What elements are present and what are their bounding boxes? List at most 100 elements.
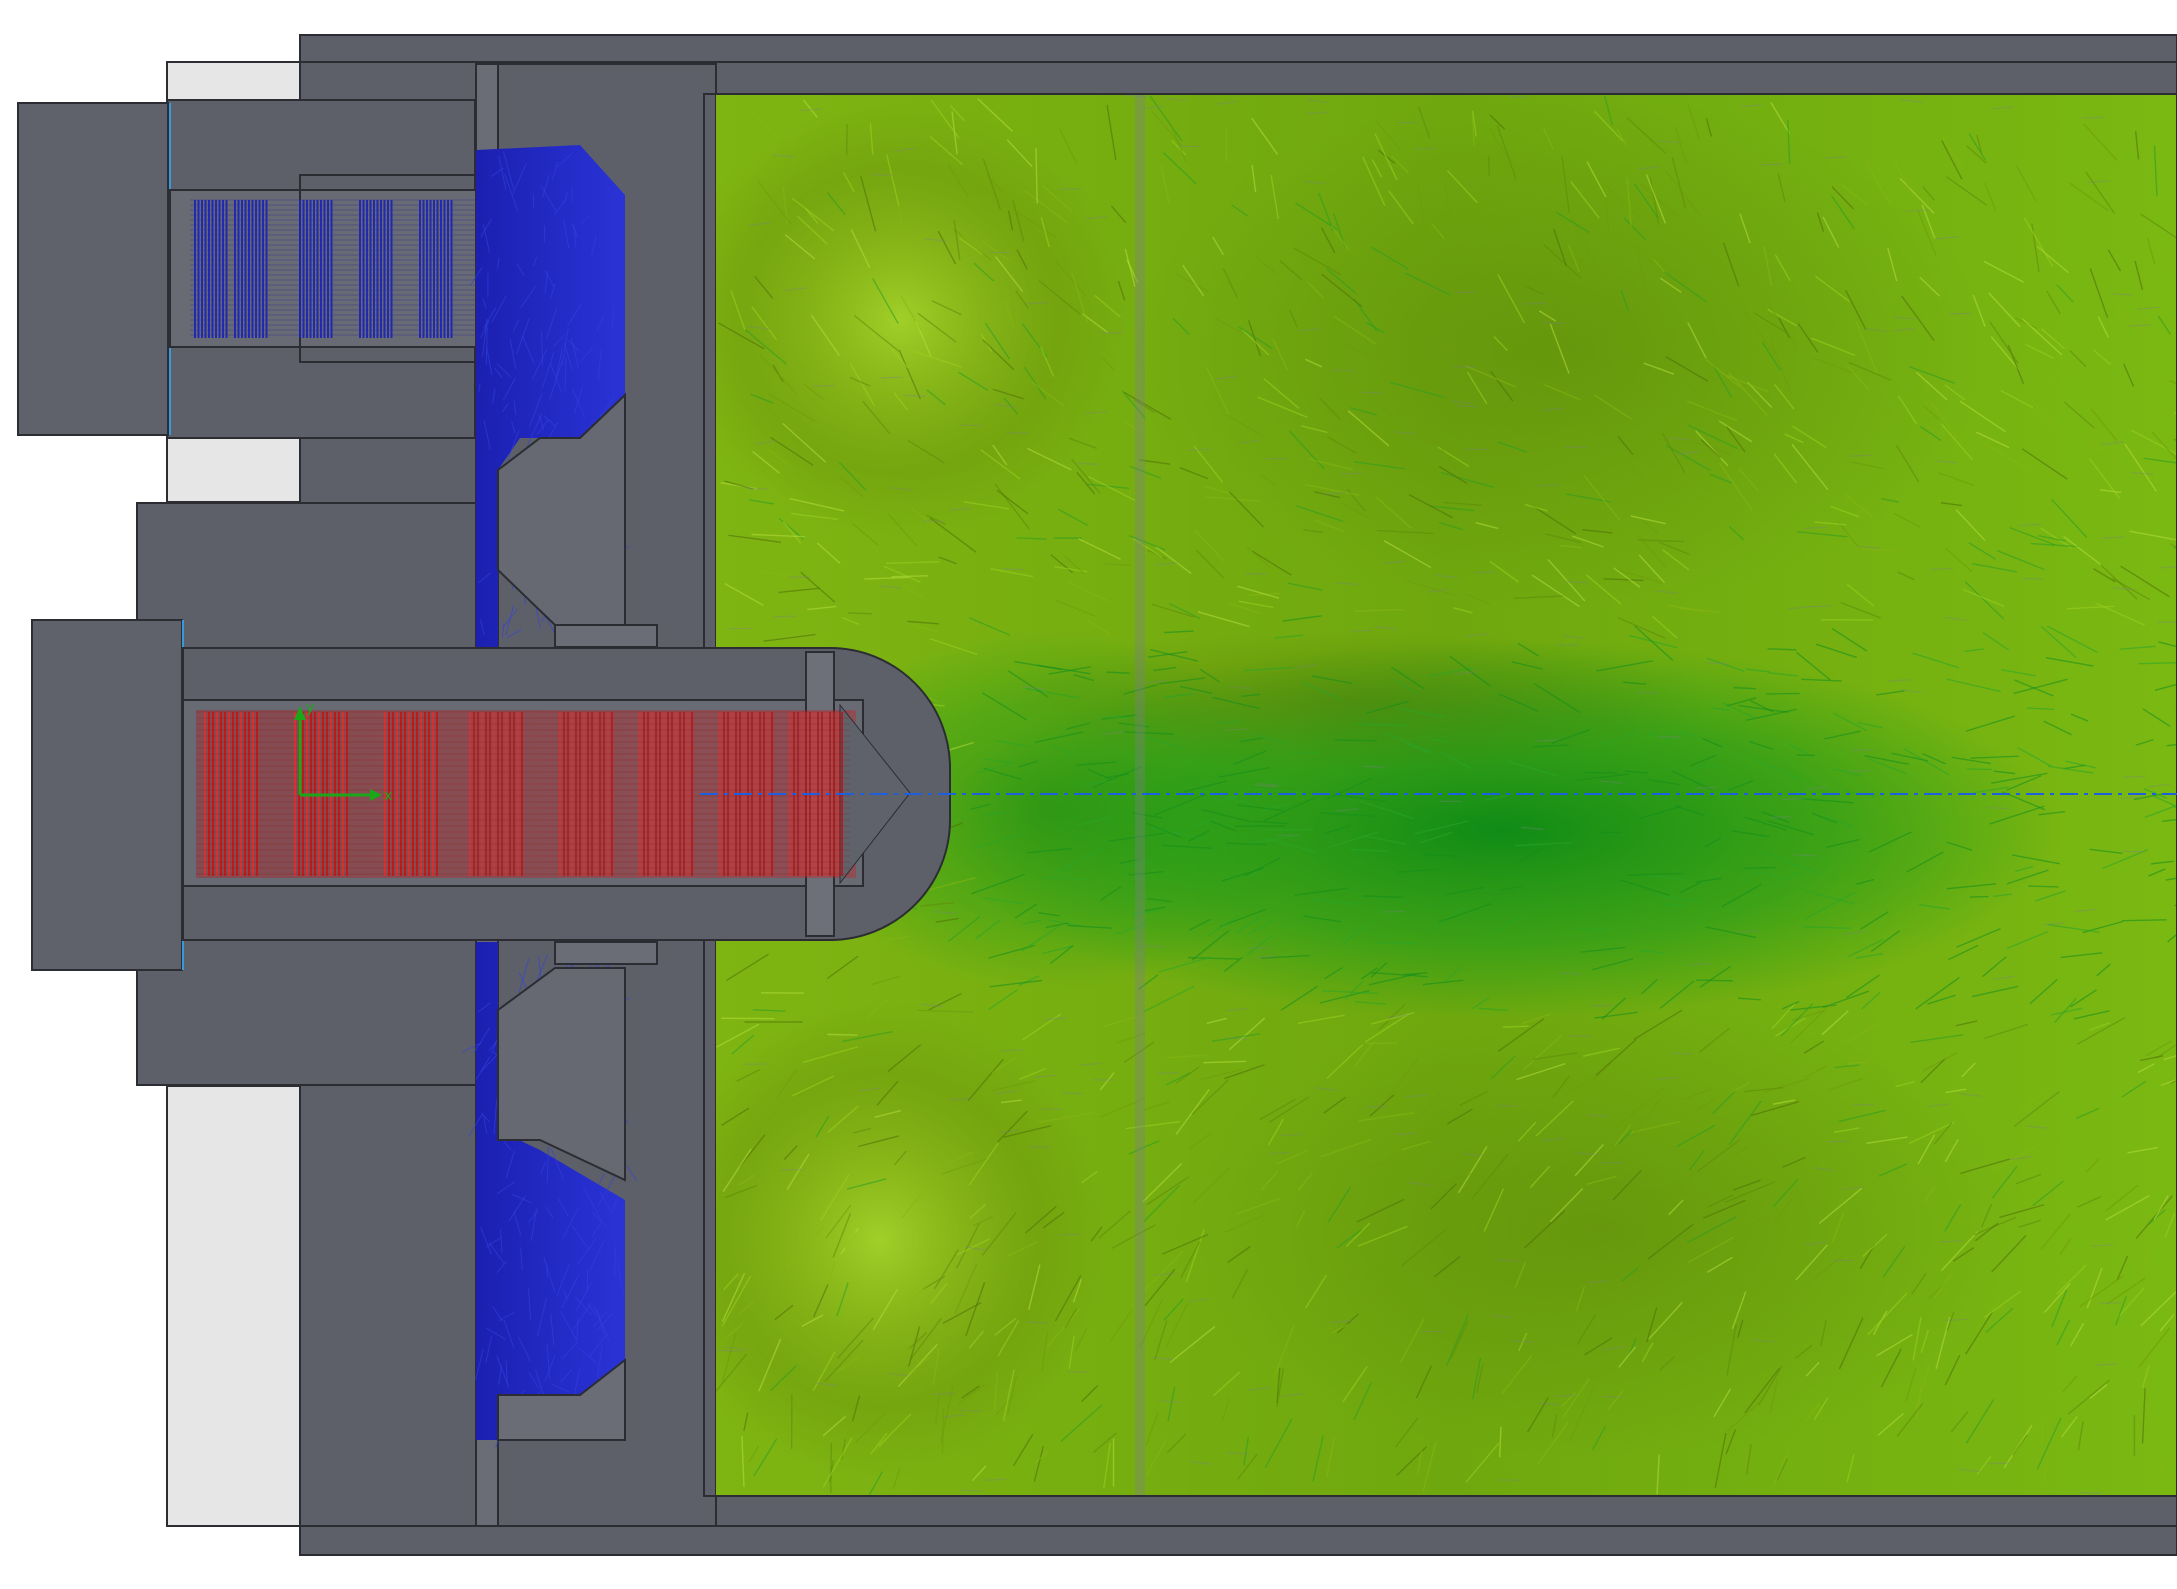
chamber-streamline [1168, 603, 1201, 620]
chamber-streamline [1864, 755, 1909, 765]
chamber-streamline [1974, 1222, 1999, 1242]
chamber-streamline [872, 278, 899, 324]
chamber-gap-streak [870, 173, 893, 176]
cold-streamline [592, 1304, 611, 1342]
chamber-streamline [2060, 952, 2103, 959]
chamber-streamline [1124, 731, 1174, 735]
cold-streamline [462, 1042, 482, 1053]
chamber-streamline [731, 1034, 755, 1055]
cold-streamline [549, 362, 563, 393]
chamber-gap-streak [1753, 1339, 1776, 1343]
chamber-streamline [1618, 1129, 1633, 1145]
chamber-streamline [827, 1033, 858, 1036]
chamber-streamline [2059, 1238, 2071, 1256]
chamber-streamline [1941, 140, 1963, 180]
cold-streamline [563, 342, 573, 371]
chamber-streamline [752, 1008, 786, 1012]
chamber-streamline [1983, 1290, 2021, 1319]
chamber-streamline [1714, 1432, 1727, 1488]
chamber-streamline [1617, 616, 1666, 639]
chamber-streamline [1686, 1215, 1737, 1244]
chamber-streamline [1679, 881, 1701, 894]
chamber-streamline [1551, 1414, 1558, 1438]
chamber-streamline [1092, 1432, 1117, 1454]
chamber-streamline [2167, 933, 2177, 943]
chamber-streamline [1542, 127, 1554, 149]
chamber-gap-streak [1294, 664, 1317, 669]
chamber-streamline [2031, 399, 2054, 427]
chamber-streamline [1331, 1323, 1348, 1334]
chamber-streamline [1132, 812, 1163, 819]
chamber-streamline [1901, 295, 1935, 342]
chamber-streamline [1273, 1324, 1295, 1378]
chamber-streamline [724, 1184, 758, 1199]
chamber-streamline [1778, 317, 1791, 339]
chamber-streamline [836, 1282, 849, 1317]
chamber-streamline [2044, 1283, 2071, 1313]
chamber-streamline [1676, 1124, 1716, 1148]
chamber-streamline [1033, 1445, 1045, 1482]
chamber-streamline [2040, 1213, 2071, 1250]
chamber-streamline [1643, 873, 1691, 882]
chamber-gap-streak [1602, 1395, 1625, 1399]
chamber-streamline [1917, 1134, 1936, 1165]
chamber-streamline [1686, 400, 1738, 422]
chamber-streamline [947, 164, 970, 198]
cold-streamline [496, 362, 511, 378]
chamber-streamline [1123, 391, 1172, 420]
chamber-streamline [1992, 1143, 2041, 1172]
chamber-streamline [1897, 395, 1918, 425]
chamber-streamline [1511, 661, 1543, 670]
chamber-streamline [1018, 760, 1038, 768]
chamber-streamline [1193, 445, 1224, 483]
chamber-streamline [1990, 336, 2019, 370]
chamber-streamline [1046, 1308, 1081, 1348]
chamber-streamline [1876, 1333, 1913, 1357]
chamber-streamline [1522, 1034, 1563, 1071]
chamber-streamline [1353, 1382, 1373, 1421]
chamber-streamline [1617, 436, 1634, 455]
chamber-gap-streak [1949, 312, 1972, 315]
chamber-streamline [1880, 498, 1900, 503]
chamber-streamline [1223, 956, 1244, 973]
chamber-streamline [967, 1058, 1004, 1102]
chamber-streamline [1128, 870, 1164, 876]
chamber-streamline [797, 215, 828, 245]
chamber-streamline [1769, 339, 1792, 393]
chamber-streamline [1985, 1307, 2014, 1334]
chamber-gap-streak [887, 1372, 910, 1377]
chamber-gap-streak [1159, 1399, 1182, 1404]
chamber-gap-streak [890, 487, 913, 491]
cold-streamline [518, 958, 530, 993]
chamber-streamline [1612, 1169, 1642, 1201]
chamber-gap-streak [2147, 783, 2170, 788]
chamber-streamline [1922, 753, 1947, 765]
chamber-streamline [1941, 423, 1974, 461]
chamber-gap-streak [1141, 944, 1164, 948]
chamber-gap-streak [1306, 99, 1329, 104]
chamber-streamline [1933, 1121, 1953, 1145]
chamber-streamline [1490, 1055, 1516, 1080]
chamber-streamline [2041, 1418, 2044, 1441]
chamber-streamline [1518, 1332, 1528, 1352]
chamber-streamline [1985, 443, 2030, 472]
chamber-streamline [1296, 505, 1344, 523]
chamber-streamline [824, 1339, 864, 1382]
chamber-streamline [1919, 276, 1941, 297]
chamber-streamline [1422, 1441, 1437, 1492]
chamber-streamline [1824, 730, 1861, 740]
chamber-gap-streak [1187, 448, 1211, 452]
chamber-streamline [1648, 1301, 1683, 1340]
chamber-gap-streak [1535, 739, 1559, 742]
chamber-streamline [1794, 1344, 1813, 1359]
cold-streamline [527, 1209, 539, 1223]
chamber-streamline [1641, 1342, 1654, 1363]
chamber-streamline [1386, 733, 1432, 754]
lower-foot-bracket [497, 1357, 626, 1441]
chamber-streamline [1721, 883, 1762, 908]
cold-streamline [576, 1317, 579, 1341]
chamber-streamline [1276, 1367, 1281, 1403]
chamber-streamline [1956, 927, 2001, 948]
chamber-streamline [1013, 1433, 1034, 1467]
chamber-streamline [1131, 909, 1158, 915]
